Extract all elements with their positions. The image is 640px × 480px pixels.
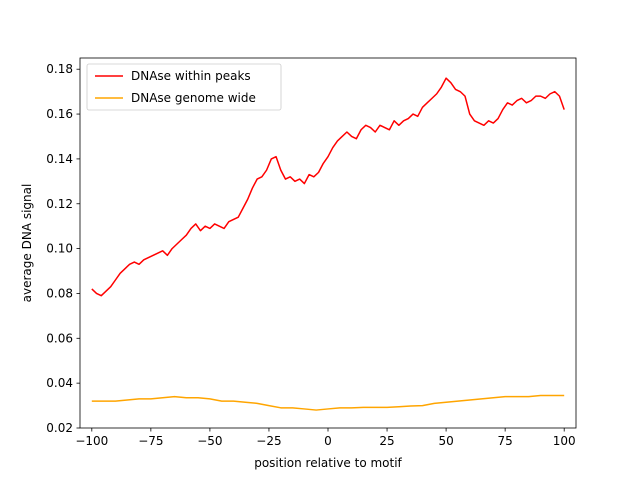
- y-axis-ticks: 0.02 0.04 0.06 0.08 0.10 0.12 0.14 0.16 0.18: [46, 62, 80, 435]
- x-tick-label: −50: [197, 434, 222, 448]
- y-tick-label: 0.04: [46, 376, 73, 390]
- series-line-2: [91, 394, 565, 411]
- y-tick-label: 0.02: [46, 421, 73, 435]
- legend: DNAse within peaks DNAse genome wide: [86, 63, 282, 111]
- x-tick-label: 75: [498, 434, 513, 448]
- x-tick-label: −25: [256, 434, 281, 448]
- x-axis-label: position relative to motif: [254, 456, 402, 470]
- series-line-1: [91, 77, 565, 297]
- x-tick-label: −75: [138, 434, 163, 448]
- y-tick-label: 0.12: [46, 197, 73, 211]
- x-tick-label: 100: [553, 434, 576, 448]
- y-tick-label: 0.10: [46, 242, 73, 256]
- x-tick-label: 25: [379, 434, 394, 448]
- y-tick-label: 0.18: [46, 62, 73, 76]
- x-tick-label: 0: [324, 434, 332, 448]
- y-tick-label: 0.08: [46, 286, 73, 300]
- legend-label-1: DNAse within peaks: [131, 69, 251, 83]
- legend-label-2: DNAse genome wide: [131, 91, 256, 105]
- x-tick-label: −100: [75, 434, 108, 448]
- x-tick-label: 50: [438, 434, 453, 448]
- y-axis-label: average DNA signal: [20, 184, 34, 303]
- y-tick-label: 0.16: [46, 107, 73, 121]
- legend-box: [86, 63, 282, 111]
- y-tick-label: 0.06: [46, 331, 73, 345]
- y-tick-label: 0.14: [46, 152, 73, 166]
- x-axis-ticks: −100 −75 −50 −25 0 25 50 75 100: [75, 428, 576, 448]
